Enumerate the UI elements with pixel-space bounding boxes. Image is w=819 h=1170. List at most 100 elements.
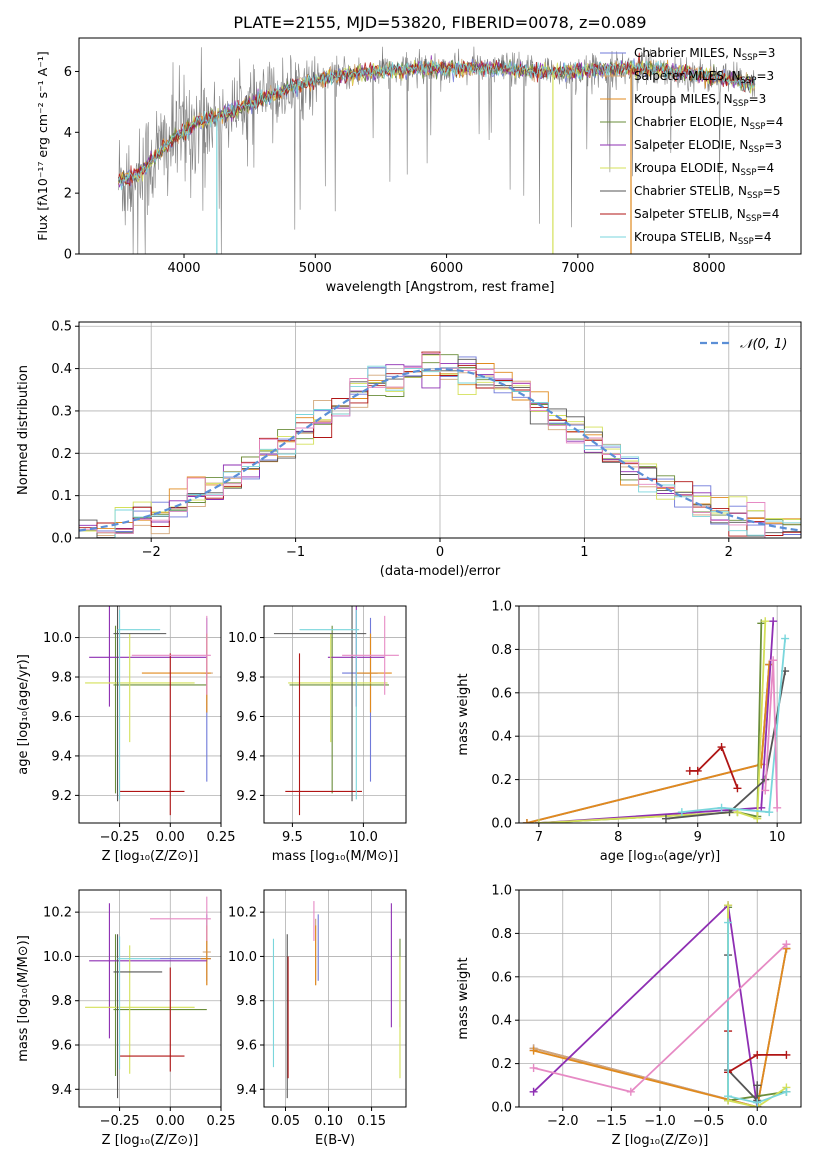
y-tick-label: 9.4 [51, 1083, 72, 1098]
mass-weight-marker [753, 814, 762, 823]
y-axis-label: Flux [fλ10⁻¹⁷ erg cm⁻² s⁻¹ A⁻¹] [35, 51, 50, 240]
legend-equals: =4 [766, 115, 784, 129]
legend-equals: =3 [764, 138, 782, 152]
mass-weight-marker [661, 814, 670, 823]
gridlines [79, 606, 222, 823]
mass-weight-marker [626, 1087, 635, 1096]
x-tick-label: 9 [694, 830, 702, 845]
y-tick-label: 2 [64, 187, 72, 202]
residual-histogram [79, 352, 801, 538]
mass-weight-marker [529, 1087, 538, 1096]
y-tick-label: 10.0 [228, 631, 257, 646]
mass-weight-series [526, 664, 771, 823]
y-tick-label: 9.8 [51, 994, 72, 1009]
mass-weight-series [526, 664, 771, 823]
x-tick-label: 0.25 [207, 830, 236, 845]
y-axis-label: Normed distribution [16, 365, 31, 495]
legend-equals: =3 [749, 92, 767, 106]
mass-weight-marker [782, 1050, 791, 1059]
mass-weight-marker [765, 808, 774, 817]
y-tick-label: 0.2 [491, 1057, 512, 1072]
x-tick-label: 10.0 [349, 830, 378, 845]
x-tick-label: 4000 [167, 261, 200, 276]
legend-subscript: SSP [733, 99, 749, 109]
mass-vs-metallicity-panel: −0.25 0.00 0.25 9.4 9.6 9.8 10.0 10.2 Z [log₁₀(Z… [16, 889, 236, 1148]
y-axis-label: mass [log₁₀(M/M⊙)] [16, 935, 31, 1062]
age-vs-metallicity-panel: −0.25 0.00 0.25 9.2 9.4 9.6 9.8 10.0 Z [log₁₀(Z/… [16, 605, 236, 864]
legend-equals: =3 [758, 46, 776, 60]
y-tick-label: 9.4 [51, 749, 72, 764]
x-axis-label: mass [log₁₀(M/M⊙)] [272, 849, 399, 864]
plot-area [118, 46, 756, 254]
x-tick-label: −2 [142, 545, 161, 560]
y-tick-label: 9.8 [51, 671, 72, 686]
x-axis-label: Z [log₁₀(Z/Z⊙)] [612, 1133, 709, 1148]
x-tick-label: 0.00 [156, 830, 185, 845]
mass-weight-series [526, 664, 771, 823]
legend-label: Salpeter MILES, NSSP=3 [634, 69, 774, 86]
mass-weight-marker [769, 656, 778, 665]
x-tick-label: 1 [580, 545, 588, 560]
mass-weight-marker [725, 808, 734, 817]
mass-weight-marker [724, 918, 733, 927]
legend-label: Salpeter ELODIE, NSSP=3 [634, 138, 782, 155]
y-tick-label: 0.2 [51, 447, 72, 462]
gridlines [264, 890, 406, 1107]
y-tick-label: 9.8 [236, 994, 257, 1009]
mass-weight-marker [761, 617, 770, 626]
x-axis-label: Z [log₁₀(Z/Z⊙)] [102, 849, 199, 864]
x-tick-label: 9.5 [282, 830, 303, 845]
x-tick-label: 0.25 [207, 1114, 236, 1129]
y-tick-label: 0.0 [491, 1101, 512, 1116]
x-tick-label: 0.00 [156, 1114, 185, 1129]
normal-distribution-curve [79, 367, 801, 532]
x-tick-label: 8000 [693, 261, 726, 276]
axes-frame [263, 605, 407, 824]
y-tick-label: 6 [64, 65, 72, 80]
mass-weight-marker [529, 1063, 538, 1072]
x-tick-label: −1 [286, 545, 305, 560]
legend-label: Chabrier ELODIE, NSSP=4 [634, 115, 783, 132]
axes-frame [78, 37, 802, 255]
x-tick-label: 7 [535, 830, 543, 845]
legend-label: Kroupa MILES, NSSP=3 [634, 92, 766, 109]
x-tick-label: 6000 [430, 261, 463, 276]
legend-subscript: SSP [741, 76, 757, 86]
y-tick-label: 0 [64, 248, 72, 263]
age-vs-mass-panel: 9.5 10.0 9.2 9.4 9.6 9.8 10.0 mass [log₁₀(M/M⊙)… [228, 605, 407, 864]
y-tick-label: 10.2 [43, 906, 72, 921]
mass-weight-vs-metallicity-panel: −2.0 −1.5 −1.0 −0.5 0.0 0.0 0.2 0.4 0.6 0.8 1.0 Z [… [456, 884, 802, 1148]
x-tick-label: 7000 [561, 261, 594, 276]
y-tick-label: 0.0 [51, 532, 72, 547]
mass-weight-marker [753, 1050, 762, 1059]
y-tick-label: 0.0 [491, 817, 512, 832]
mass-weight-marker [522, 819, 531, 823]
legend-equals: =4 [762, 207, 780, 221]
plot-area [273, 606, 399, 816]
y-tick-label: 0.8 [491, 927, 512, 942]
mass-weight-marker [717, 803, 726, 812]
legend-equals: =4 [754, 230, 772, 244]
y-tick-label: 0.6 [491, 970, 512, 985]
plot-area [529, 901, 791, 1107]
mass-weight-marker [753, 1098, 762, 1107]
model-spectrum-line [118, 58, 756, 185]
x-tick-label: 0.15 [357, 1114, 386, 1129]
legend-subscript: SSP [742, 53, 758, 63]
legend-subscript: SSP [738, 237, 754, 247]
legend-label: Kroupa ELODIE, NSSP=4 [634, 161, 774, 178]
mass-vs-ebv-panel: 0.05 0.10 0.15 9.4 9.6 9.8 10.0 10.2 E(B-V) [228, 889, 407, 1148]
x-tick-label: 0 [436, 545, 444, 560]
mass-weight-marker [782, 1087, 791, 1096]
y-axis-label: mass weight [456, 957, 471, 1039]
legend-label: Salpeter STELIB, NSSP=4 [634, 207, 779, 224]
y-tick-label: 9.4 [236, 1083, 257, 1098]
y-tick-label: 0.4 [491, 730, 512, 745]
plot-area [85, 606, 213, 816]
mass-weight-marker [693, 766, 702, 775]
mass-weight-marker [765, 660, 774, 669]
y-tick-label: 0.5 [51, 320, 72, 335]
legend-subscript: SSP [750, 122, 766, 132]
x-axis-label: E(B-V) [315, 1133, 355, 1148]
legend-subscript: SSP [746, 214, 762, 224]
